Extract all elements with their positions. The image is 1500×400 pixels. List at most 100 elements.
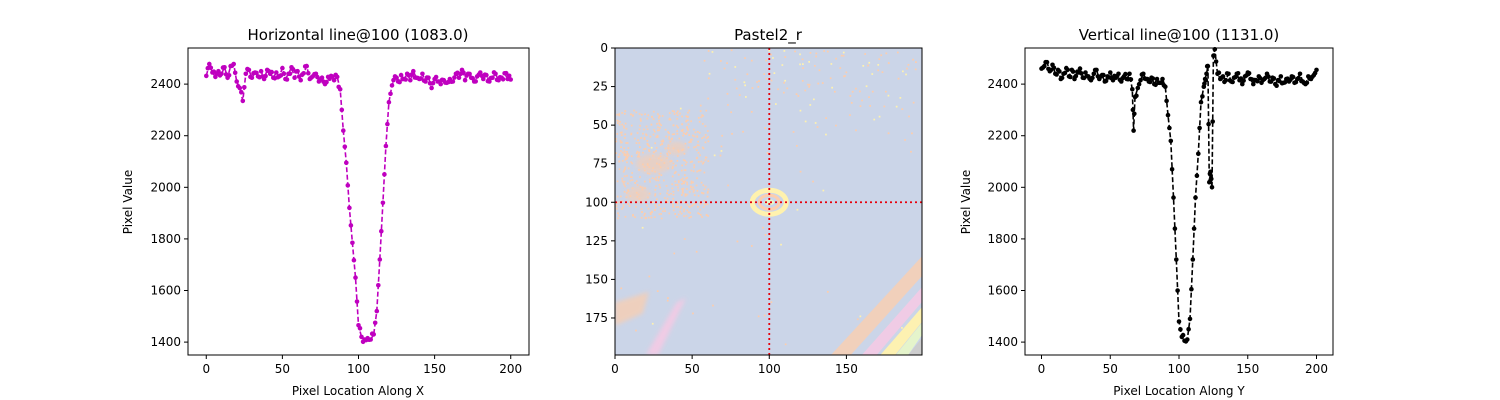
heatmap-speckle (684, 169, 687, 172)
heatmap-speckle (658, 119, 660, 122)
heatmap-speckle (628, 205, 631, 207)
heatmap-speckle (655, 179, 658, 182)
heatmap-speckle (649, 212, 652, 214)
horizontal-profile-data-point (232, 70, 238, 76)
heatmap-speckle (687, 129, 689, 131)
heatmap-speckle (683, 210, 685, 213)
heatmap-speckle (702, 162, 704, 165)
heatmap-speckle (723, 67, 726, 70)
heatmap-speckle (674, 184, 677, 186)
heatmap-speckle (676, 117, 679, 120)
heatmap-speckle (745, 96, 747, 98)
heatmap-speckle (626, 156, 629, 159)
vertical-profile-data-point (1189, 286, 1194, 292)
heatmap-speckle (642, 132, 644, 135)
heatmap-speckle (631, 172, 633, 174)
heatmap-speckle (690, 182, 693, 184)
heatmap-speckle (670, 138, 673, 141)
heatmap-band (895, 322, 922, 355)
heatmap-speckle (697, 194, 700, 197)
vertical-profile-data-point (1116, 71, 1121, 77)
heatmap-speckle (630, 155, 633, 158)
heatmap-speckle (691, 160, 693, 163)
heatmap-speckle (794, 50, 796, 53)
heatmap-speckle (689, 186, 692, 189)
vertical-profile-data-point (1127, 71, 1132, 77)
horizontal-profile-data-point (359, 334, 364, 340)
vertical-profile-xlabel: Pixel Location Along Y (1113, 384, 1245, 398)
heatmap-speckle (615, 140, 617, 143)
heatmap-ytick-label: 125 (585, 234, 608, 248)
heatmap-speckle (797, 95, 800, 97)
heatmap-speckle (772, 57, 774, 59)
horizontal-profile-data-point (377, 257, 383, 262)
heatmap-speckle (645, 125, 648, 128)
heatmap-speckle (704, 185, 707, 188)
horizontal-profile-data-point (426, 75, 431, 80)
vertical-profile-data-point (1073, 73, 1079, 79)
heatmap-speckle (720, 60, 722, 62)
horizontal-profile-data-point (287, 71, 293, 77)
heatmap-speckle (770, 53, 772, 56)
heatmap-speckle (624, 133, 627, 136)
heatmap-speckle (859, 315, 862, 318)
horizontal-profile-data-point (389, 83, 395, 88)
heatmap-speckle (842, 54, 845, 57)
horizontal-profile-data-point (388, 91, 393, 97)
vertical-profile-data-point (1136, 81, 1142, 87)
heatmap-speckle (647, 114, 650, 117)
heatmap-speckle (662, 210, 664, 213)
heatmap-speckle (682, 187, 685, 190)
heatmap-speckle (620, 287, 623, 290)
heatmap-speckle (620, 195, 622, 198)
heatmap-speckle (773, 72, 776, 74)
heatmap-speckle (829, 77, 832, 80)
heatmap-speckle (751, 245, 753, 247)
heatmap-speckle (721, 134, 723, 137)
heatmap-speckle (897, 51, 899, 54)
horizontal-profile-data-point (284, 77, 290, 82)
heatmap-speckle (689, 140, 692, 142)
vertical-profile-data-point (1103, 78, 1109, 84)
heatmap-band-orange-left (615, 291, 649, 326)
vertical-profile-data-point (1207, 179, 1212, 185)
heatmap-speckle (693, 146, 695, 149)
heatmap-speckle (690, 138, 692, 141)
heatmap-speckle (654, 130, 656, 133)
heatmap-speckle (775, 103, 777, 105)
heatmap-speckle (684, 180, 686, 183)
heatmap-speckle (660, 174, 663, 176)
heatmap-speckle (616, 201, 619, 204)
heatmap-speckle (887, 62, 890, 64)
horizontal-profile-data-point (351, 257, 357, 263)
heatmap-speckle (910, 150, 912, 153)
horizontal-profile-data-point (226, 73, 232, 78)
heatmap-speckle (626, 151, 628, 153)
vertical-profile-data-point (1101, 72, 1106, 78)
heatmap-crosshair (615, 48, 922, 355)
heatmap-ytick-label: 25 (593, 80, 608, 94)
vertical-profile-title: Vertical line@100 (1131.0) (1079, 26, 1280, 44)
heatmap-speckle (738, 94, 741, 96)
horizontal-profile-data-point (391, 77, 396, 83)
heatmap-speckle (618, 168, 621, 170)
heatmap-corner-bands (615, 256, 922, 355)
vertical-profile-data-point (1246, 71, 1252, 76)
horizontal-profile-data-point (376, 283, 381, 288)
heatmap-band (861, 287, 922, 355)
horizontal-profile-data-point (249, 75, 255, 80)
heatmap-speckle (700, 116, 703, 118)
heatmap-speckle (751, 59, 753, 62)
horizontal-profile-data-point (242, 85, 247, 90)
horizontal-profile-data-point (403, 77, 409, 82)
heatmap-speckle (883, 105, 886, 108)
heatmap-speckle (727, 184, 729, 187)
vertical-profile-data-point (1186, 326, 1191, 332)
heatmap-speckle (783, 50, 786, 52)
heatmap-speckle (658, 129, 660, 131)
heatmap-speckle (693, 135, 696, 138)
heatmap-speckle (646, 172, 649, 175)
horizontal-profile-data-point (462, 77, 468, 83)
heatmap-speckle (680, 179, 683, 181)
heatmap-speckle (777, 88, 779, 91)
